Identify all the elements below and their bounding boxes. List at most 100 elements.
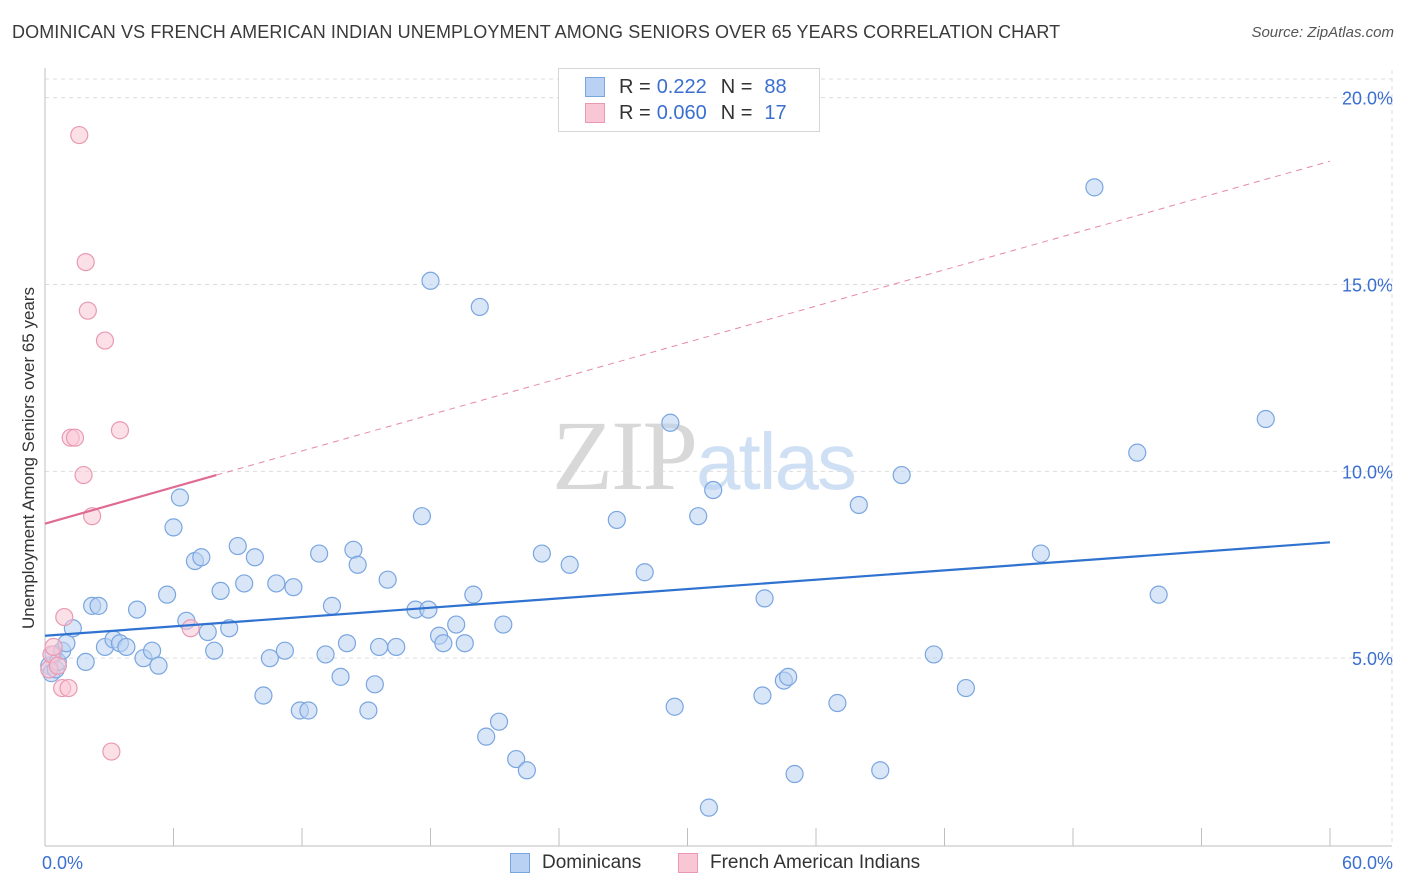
- watermark-atlas: atlas: [696, 417, 857, 506]
- dominican-point: [785, 764, 804, 784]
- dominican-point: [365, 675, 384, 694]
- dominican-point: [607, 510, 626, 530]
- dominican-point: [310, 544, 329, 563]
- dominican-point: [699, 798, 719, 817]
- dominican-point: [419, 600, 438, 619]
- dominican-point: [1128, 443, 1147, 462]
- legend-r-label: R =: [619, 75, 651, 98]
- dominican-point: [455, 634, 474, 653]
- bottom-legend-label-french: French American Indians: [710, 852, 921, 873]
- legend-r-value-dominicans: 0.222: [656, 75, 707, 98]
- dominican-point: [220, 619, 239, 638]
- dominican-point: [447, 615, 466, 634]
- dominican-point: [421, 271, 440, 290]
- dominican-point: [689, 507, 708, 526]
- bottom-swatch-french: [678, 853, 698, 873]
- legend-n-label: N =: [720, 101, 753, 124]
- french-point: [76, 252, 95, 272]
- dominican-point: [387, 637, 406, 657]
- dominican-point: [1031, 544, 1050, 563]
- dominican-point: [337, 634, 357, 653]
- dominican-point: [228, 536, 247, 556]
- french-point: [181, 619, 200, 638]
- bottom-legend-label-dominicans: Dominicans: [542, 852, 642, 873]
- dominican-point: [117, 637, 136, 657]
- dominican-point: [245, 548, 264, 567]
- dominican-point: [284, 578, 303, 597]
- dominican-point: [956, 678, 976, 698]
- dominican-point: [517, 761, 536, 780]
- french-trend-line: [44, 474, 217, 525]
- y-tick-label: 20.0%: [1342, 89, 1393, 109]
- legend-r-label: R =: [619, 101, 651, 124]
- bottom-legend-french: French American Indians: [678, 852, 920, 874]
- legend-r-value-french: 0.060: [656, 101, 707, 124]
- dominican-point: [344, 540, 363, 559]
- dominican-point: [378, 570, 397, 589]
- dominican-point: [211, 581, 230, 601]
- dominican-point: [635, 563, 654, 582]
- dominican-point: [170, 488, 190, 507]
- dominican-point: [127, 600, 147, 619]
- french-point: [110, 421, 130, 440]
- dominican-point: [205, 641, 224, 660]
- french-point: [48, 656, 67, 675]
- french-point: [95, 331, 115, 350]
- dominican-point: [470, 297, 489, 317]
- dominican-point: [316, 645, 335, 664]
- french-point: [78, 301, 97, 320]
- legend-n-value-french: 17: [764, 101, 787, 124]
- french-trend-extension: [216, 160, 1331, 476]
- dominican-point: [464, 585, 483, 604]
- french-point: [55, 607, 74, 627]
- dominican-point: [260, 649, 279, 668]
- french-point: [44, 637, 63, 657]
- french-point: [70, 125, 89, 145]
- dominican-point: [871, 761, 890, 780]
- french-point: [65, 428, 85, 447]
- dominican-point: [532, 544, 551, 563]
- dominican-point: [275, 641, 294, 660]
- y-axis-label: Unemployment Among Seniors over 65 years: [19, 286, 38, 630]
- x-tick-label: 60.0%: [1342, 853, 1393, 873]
- dominican-point: [149, 656, 168, 675]
- dominican-point: [322, 596, 342, 615]
- dominican-point: [142, 641, 162, 660]
- dominican-point: [661, 413, 680, 432]
- legend-n-value-dominicans: 88: [764, 75, 787, 98]
- dominican-point: [192, 548, 211, 567]
- legend-n-label: N =: [720, 75, 753, 98]
- dominican-point: [665, 697, 684, 716]
- dominican-point: [560, 555, 579, 574]
- dominican-point: [267, 574, 286, 593]
- dominican-point: [235, 574, 254, 593]
- dominican-point: [779, 667, 798, 686]
- legend-row-french: R = 0.060 N = 17: [585, 100, 787, 126]
- dominican-point: [359, 701, 378, 720]
- french-point: [74, 465, 93, 485]
- legend-swatch-dominicans: [585, 77, 605, 97]
- dominican-point: [157, 585, 177, 604]
- dominican-point: [370, 637, 389, 657]
- dominican-point: [1149, 585, 1168, 604]
- dominican-point: [924, 645, 943, 664]
- bottom-legend-dominicans: Dominicans: [510, 852, 641, 874]
- dominican-point: [494, 615, 513, 634]
- bottom-swatch-dominicans: [510, 853, 530, 873]
- dominican-point: [348, 555, 367, 574]
- dominican-point: [1256, 409, 1275, 429]
- x-tick-label: 0.0%: [42, 853, 83, 873]
- dominican-point: [507, 749, 526, 769]
- dominican-point: [1085, 178, 1104, 197]
- dominican-point: [704, 480, 723, 500]
- dominicans-trend-line: [44, 541, 1331, 637]
- dominican-point: [753, 686, 772, 705]
- source-label: Source: ZipAtlas.com: [1251, 24, 1394, 41]
- dominican-point: [299, 701, 318, 720]
- dominican-point: [892, 465, 911, 485]
- legend-row-dominicans: R = 0.222 N = 88: [585, 74, 787, 100]
- chart-title: DOMINICAN VS FRENCH AMERICAN INDIAN UNEM…: [12, 22, 1061, 42]
- dominican-point: [828, 693, 847, 713]
- french-point: [102, 742, 121, 761]
